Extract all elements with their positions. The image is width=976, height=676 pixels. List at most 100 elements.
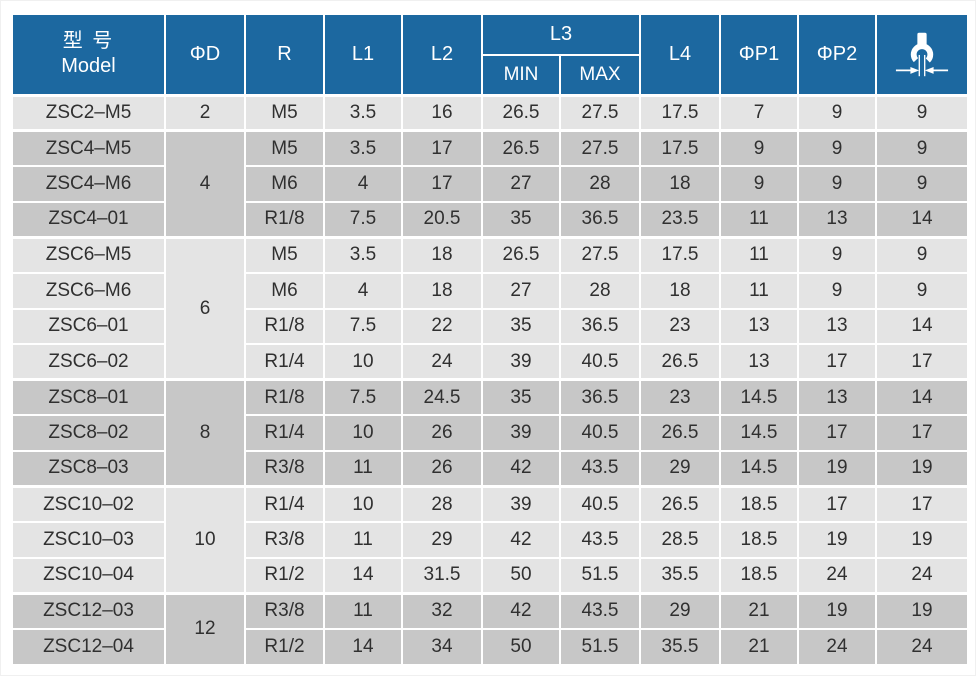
cell-l1: 14 xyxy=(323,627,403,666)
cell-l1: 11 xyxy=(323,521,403,559)
table-row: ZSC10–03 R3/8 11 29 42 43.5 28.5 18.5 19 19 xyxy=(11,521,969,559)
cell-l1: 7.5 xyxy=(323,307,403,346)
cell-phi-p1: 11 xyxy=(719,200,799,239)
cell-l3-max: 27.5 xyxy=(559,129,641,168)
cell-l1: 7.5 xyxy=(323,378,403,417)
cell-phi-d: 10 xyxy=(164,485,246,595)
model-header-cn: 型 号 xyxy=(62,30,115,53)
spec-table-body: ZSC2–M5 2 M5 3.5 16 26.5 27.5 17.5 7 9 9 ZSC4–M5 4 M5… xyxy=(11,93,969,666)
cell-l1: 10 xyxy=(323,343,403,381)
cell-phi-p2: 9 xyxy=(797,165,877,203)
cell-l4: 26.5 xyxy=(639,414,721,452)
col-header-l3-max: MAX xyxy=(559,54,641,96)
cell-l2: 16 xyxy=(401,93,483,132)
cell-l3-max: 40.5 xyxy=(559,414,641,452)
cell-l3-max: 28 xyxy=(559,271,641,310)
cell-wrench-size: 9 xyxy=(875,165,969,203)
col-header-l2: L2 xyxy=(401,13,483,96)
cell-l3-max: 36.5 xyxy=(559,307,641,346)
cell-l4: 17.5 xyxy=(639,129,721,168)
cell-phi-p1: 11 xyxy=(719,235,799,274)
cell-l2: 17 xyxy=(401,129,483,168)
cell-phi-d: 8 xyxy=(164,378,246,488)
cell-l2: 26 xyxy=(401,414,483,452)
cell-phi-p2: 9 xyxy=(797,129,877,168)
cell-phi-p1: 18.5 xyxy=(719,485,799,524)
cell-phi-d: 12 xyxy=(164,591,246,666)
cell-phi-d: 4 xyxy=(164,129,246,239)
cell-model: ZSC8–03 xyxy=(11,449,166,488)
cell-phi-p2: 9 xyxy=(797,235,877,274)
cell-l1: 14 xyxy=(323,556,403,595)
cell-l3-min: 26.5 xyxy=(481,235,561,274)
cell-wrench-size: 14 xyxy=(875,378,969,417)
cell-l1: 3.5 xyxy=(323,129,403,168)
cell-l4: 23 xyxy=(639,378,721,417)
cell-l3-max: 43.5 xyxy=(559,449,641,488)
cell-l4: 28.5 xyxy=(639,521,721,559)
cell-phi-p1: 13 xyxy=(719,307,799,346)
cell-l3-min: 35 xyxy=(481,307,561,346)
cell-model: ZSC8–01 xyxy=(11,378,166,417)
cell-l4: 18 xyxy=(639,271,721,310)
cell-l3-min: 27 xyxy=(481,271,561,310)
cell-r: M6 xyxy=(244,271,325,310)
cell-model: ZSC6–M5 xyxy=(11,235,166,274)
wrench-across-flats-icon xyxy=(895,33,949,77)
cell-phi-p1: 21 xyxy=(719,627,799,666)
cell-phi-p2: 9 xyxy=(797,271,877,310)
cell-r: R1/2 xyxy=(244,627,325,666)
cell-phi-p2: 13 xyxy=(797,378,877,417)
cell-r: R3/8 xyxy=(244,591,325,630)
col-header-model: 型 号 Model xyxy=(11,13,166,96)
cell-r: M5 xyxy=(244,235,325,274)
spec-table: 型 号 Model ΦD R L1 L2 L3 L4 ΦP1 ΦP2 xyxy=(11,13,969,666)
cell-phi-d: 6 xyxy=(164,235,246,381)
cell-wrench-size: 19 xyxy=(875,521,969,559)
cell-l4: 29 xyxy=(639,591,721,630)
cell-l2: 31.5 xyxy=(401,556,483,595)
cell-l3-min: 35 xyxy=(481,200,561,239)
cell-l1: 4 xyxy=(323,271,403,310)
cell-phi-p2: 24 xyxy=(797,556,877,595)
cell-wrench-size: 9 xyxy=(875,129,969,168)
cell-phi-p2: 17 xyxy=(797,343,877,381)
cell-l2: 24.5 xyxy=(401,378,483,417)
cell-model: ZSC6–02 xyxy=(11,343,166,381)
table-row: ZSC6–M6 M6 4 18 27 28 18 11 9 9 xyxy=(11,271,969,310)
cell-phi-p2: 13 xyxy=(797,307,877,346)
cell-phi-p1: 14.5 xyxy=(719,414,799,452)
cell-wrench-size: 19 xyxy=(875,591,969,630)
cell-l3-min: 39 xyxy=(481,414,561,452)
table-row: ZSC4–M5 4 M5 3.5 17 26.5 27.5 17.5 9 9 9 xyxy=(11,129,969,239)
cell-model: ZSC4–M6 xyxy=(11,165,166,203)
table-row: ZSC8–02 R1/4 10 26 39 40.5 26.5 14.5 17 17 xyxy=(11,414,969,452)
cell-l1: 7.5 xyxy=(323,200,403,239)
cell-l1: 11 xyxy=(323,591,403,630)
col-header-phi-p1: ΦP1 xyxy=(719,13,799,96)
cell-phi-p1: 18.5 xyxy=(719,521,799,559)
cell-l4: 26.5 xyxy=(639,485,721,524)
cell-phi-p1: 7 xyxy=(719,93,799,132)
cell-phi-d: 2 xyxy=(164,93,246,132)
cell-r: R1/4 xyxy=(244,414,325,452)
table-row: ZSC4–M6 M6 4 17 27 28 18 9 9 9 xyxy=(11,165,969,203)
cell-phi-p2: 9 xyxy=(797,93,877,132)
table-row: ZSC10–02 10 R1/4 10 28 39 40.5 26.5 18.5 17 17 xyxy=(11,485,969,595)
cell-model: ZSC10–03 xyxy=(11,521,166,559)
cell-phi-p1: 14.5 xyxy=(719,378,799,417)
cell-l1: 3.5 xyxy=(323,235,403,274)
col-header-phi-p2: ΦP2 xyxy=(797,13,877,96)
cell-r: R3/8 xyxy=(244,449,325,488)
cell-model: ZSC12–03 xyxy=(11,591,166,630)
cell-l2: 29 xyxy=(401,521,483,559)
cell-phi-p1: 14.5 xyxy=(719,449,799,488)
cell-r: M6 xyxy=(244,165,325,203)
cell-wrench-size: 17 xyxy=(875,485,969,524)
cell-l3-max: 51.5 xyxy=(559,627,641,666)
cell-phi-p1: 9 xyxy=(719,165,799,203)
cell-l3-min: 39 xyxy=(481,485,561,524)
cell-l1: 3.5 xyxy=(323,93,403,132)
model-header-en: Model xyxy=(61,55,116,78)
